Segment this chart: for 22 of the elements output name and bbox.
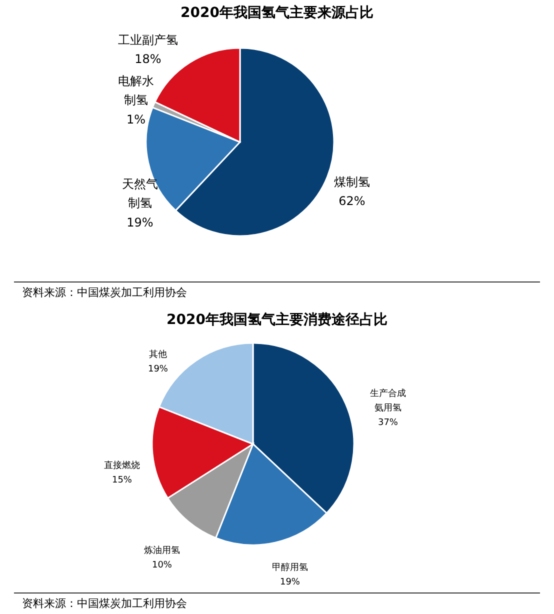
chart-title: 2020年我国氢气主要消费途径占比: [166, 311, 388, 328]
slice-label: 电解水制氢: [118, 74, 154, 108]
data-label: 62%: [338, 194, 366, 208]
text: 资料来源：中国煤炭加工利用协会: [22, 597, 187, 610]
slice-label: 炼油用氢: [144, 545, 180, 556]
data-label: 10%: [152, 560, 172, 570]
data-label: 1%: [126, 112, 146, 126]
text: 资料来源：中国煤炭加工利用协会: [22, 286, 187, 299]
data-label: 15%: [112, 475, 132, 486]
data-label: 19%: [148, 364, 168, 374]
slice-label: 天然气制氢: [122, 177, 158, 210]
chart-title: 2020年我国氢气主要来源占比: [180, 4, 374, 21]
slice-label: 直接燃烧: [104, 460, 140, 471]
slice-label: 生产合成氨用氢: [370, 388, 406, 414]
slice-label: 煤制氢: [334, 175, 370, 189]
data-label: 18%: [134, 52, 162, 66]
data-label: 37%: [378, 418, 398, 428]
data-label: 19%: [126, 215, 154, 230]
slice-label: 甲醇用氢: [272, 562, 308, 573]
data-label: 19%: [280, 577, 300, 588]
slice-label: 其他: [149, 349, 167, 360]
slice-label: 工业副产氢: [118, 33, 178, 47]
